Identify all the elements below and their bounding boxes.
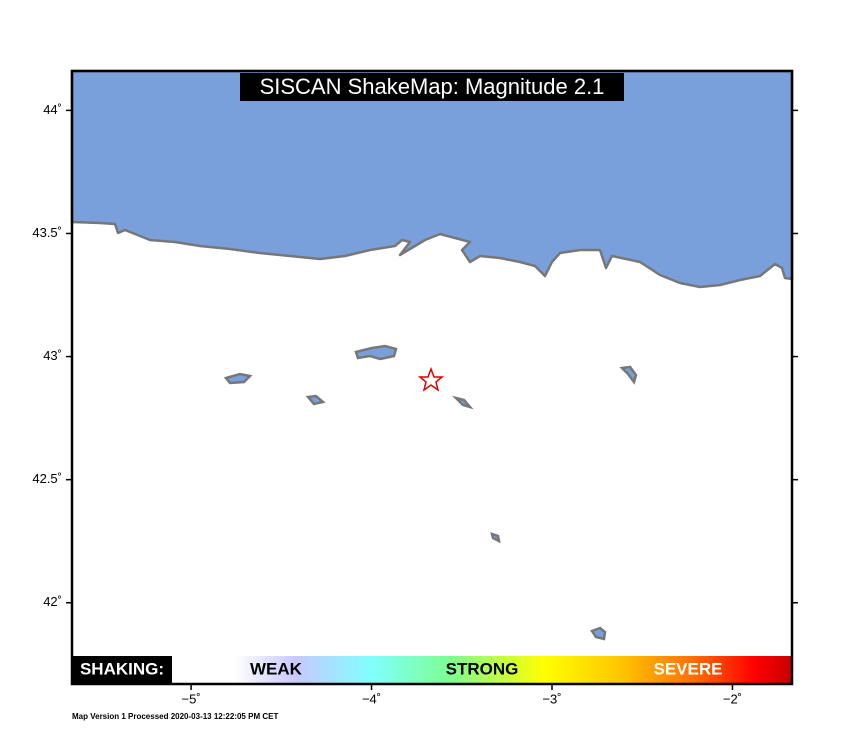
intensity-scale [172,656,792,684]
legend-severe: SEVERE [654,659,723,678]
y-tick-label: 43.5˚ [32,225,62,240]
legend-heading: SHAKING: [80,659,164,678]
y-tick-label: 44˚ [43,102,62,117]
island [305,394,326,406]
islands [223,344,638,641]
island [619,365,638,385]
legend-strong: STRONG [446,659,519,678]
y-tick-label: 42.5˚ [32,471,62,486]
x-tick-label: −4˚ [362,691,381,706]
x-tick-label: −2˚ [723,691,742,706]
x-tick-label: −3˚ [542,691,561,706]
island [451,395,474,410]
legend-heading-box [72,656,172,684]
footer: Map Version 1 Processed 2020-03-13 12:22… [72,712,278,721]
y-tick-label: 42˚ [43,594,62,609]
x-tick-label: −5˚ [182,691,201,706]
island [590,626,607,641]
island [490,532,501,544]
island [354,344,398,361]
epicenter [417,366,445,392]
sea [70,69,794,289]
map-frame [70,69,794,686]
title-box [240,73,624,101]
y-tick-label: 43˚ [43,348,62,363]
island [223,372,253,385]
legend-weak: WEAK [250,659,303,678]
map-title: SISCAN ShakeMap: Magnitude 2.1 [260,74,605,99]
